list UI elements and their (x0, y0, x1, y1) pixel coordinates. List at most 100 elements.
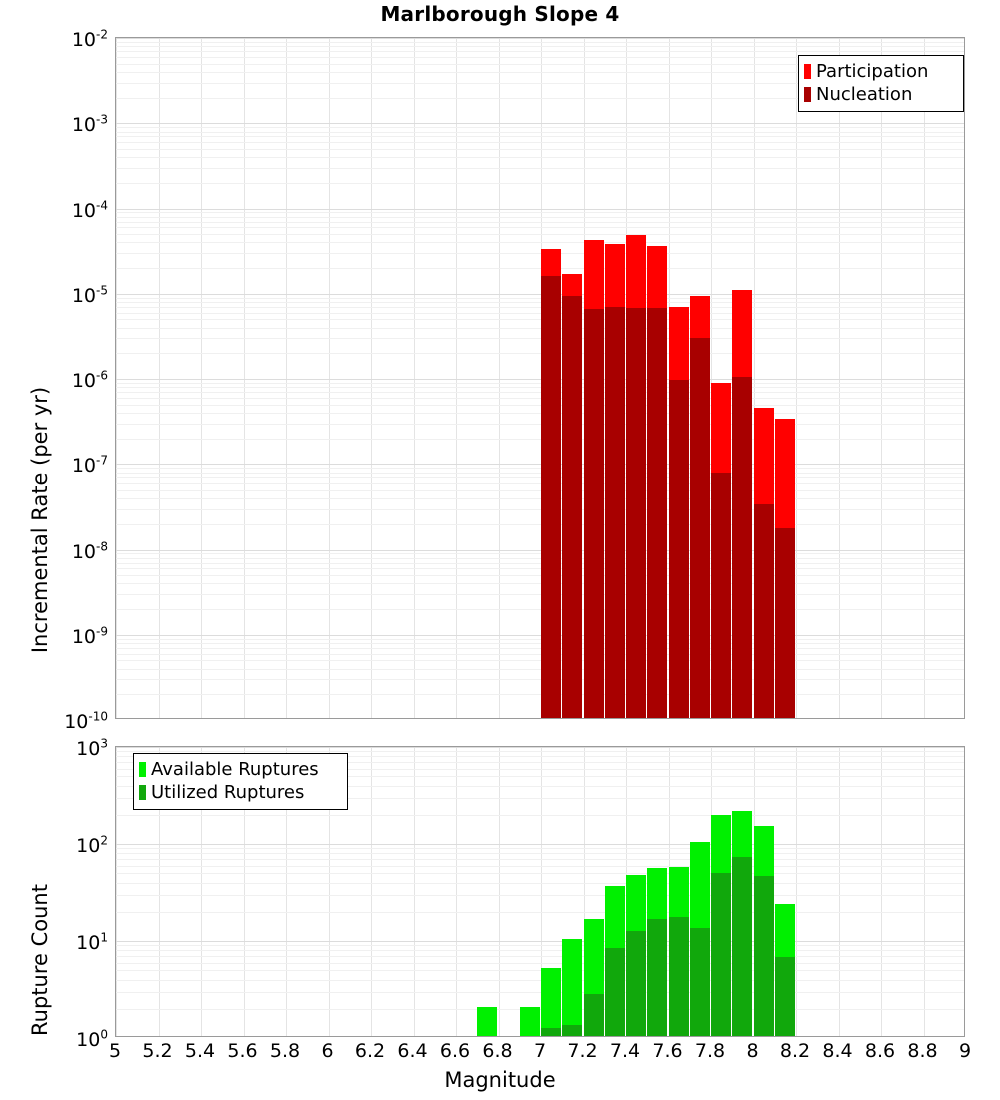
gridline-vertical (924, 38, 925, 718)
chart-title: Marlborough Slope 4 (0, 2, 1000, 26)
x-tick-label: 5.8 (270, 1040, 300, 1062)
legend-entry[interactable]: Available Ruptures (139, 758, 340, 781)
bar (477, 1007, 497, 1036)
bar (754, 826, 774, 1036)
x-tick-label: 6.2 (355, 1040, 385, 1062)
gridline-horizontal (116, 980, 964, 981)
bar (541, 968, 561, 1036)
bar-inner-segment (754, 876, 774, 1036)
gridline-horizontal (116, 222, 964, 223)
y-tick-label: 10-4 (0, 200, 116, 222)
gridline-vertical (499, 38, 500, 718)
x-tick-label: 6.8 (482, 1040, 512, 1062)
top-legend: Participation Nucleation (798, 55, 964, 112)
bar (562, 274, 582, 718)
gridline-vertical (286, 38, 287, 718)
legend-swatch-icon (804, 64, 811, 79)
x-tick-label: 8 (746, 1040, 758, 1062)
gridline-horizontal (116, 464, 964, 465)
gridline-horizontal (116, 669, 964, 670)
gridline-horizontal (116, 319, 964, 320)
gridline-horizontal (116, 992, 964, 993)
legend-entry[interactable]: Nucleation (804, 83, 956, 106)
legend-swatch-icon (804, 87, 811, 102)
gridline-horizontal (116, 583, 964, 584)
y-tick-label: 10-3 (0, 114, 116, 136)
x-tick-label: 8.6 (865, 1040, 895, 1062)
y-tick-label: 102 (0, 835, 116, 857)
gridline-horizontal (116, 859, 964, 860)
bar-inner-segment (647, 308, 667, 718)
bar (562, 939, 582, 1036)
legend-swatch-icon (139, 785, 146, 800)
gridline-horizontal (116, 477, 964, 478)
gridline-horizontal (116, 234, 964, 235)
gridline-horizontal (116, 149, 964, 150)
legend-entry[interactable]: Utilized Ruptures (139, 781, 340, 804)
legend-label: Participation (816, 63, 928, 81)
gridline-horizontal (116, 398, 964, 399)
gridline-horizontal (116, 575, 964, 576)
gridline-horizontal (116, 866, 964, 867)
gridline-horizontal (116, 639, 964, 640)
gridline-horizontal (116, 568, 964, 569)
bar (626, 235, 646, 718)
gridline-horizontal (116, 307, 964, 308)
gridline-horizontal (116, 970, 964, 971)
bar-inner-segment (605, 948, 625, 1036)
legend-swatch-icon (139, 762, 146, 777)
x-tick-label: 8.2 (780, 1040, 810, 1062)
gridline-horizontal (116, 132, 964, 133)
gridline-horizontal (116, 550, 964, 551)
bar-inner-segment (732, 377, 752, 718)
gridline-horizontal (116, 424, 964, 425)
gridline-horizontal (116, 383, 964, 384)
gridline-horizontal (116, 353, 964, 354)
gridline-horizontal (116, 945, 964, 946)
legend-entry[interactable]: Participation (804, 60, 956, 83)
gridline-horizontal (116, 848, 964, 849)
gridline-horizontal (116, 844, 964, 845)
gridline-horizontal (116, 643, 964, 644)
gridline-horizontal (116, 558, 964, 559)
bottom-y-axis-title: Rupture Count (28, 884, 52, 1036)
bar (775, 904, 795, 1036)
bar-inner-segment (732, 857, 752, 1036)
gridline-horizontal (116, 950, 964, 951)
y-tick-label: 100 (0, 1029, 116, 1051)
bar (732, 290, 752, 718)
gridline-horizontal (116, 217, 964, 218)
gridline-vertical (414, 38, 415, 718)
gridline-vertical (371, 38, 372, 718)
gridline-horizontal (116, 694, 964, 695)
x-tick-label: 6.6 (440, 1040, 470, 1062)
bar (669, 307, 689, 718)
bar-inner-segment (626, 308, 646, 718)
bar (584, 240, 604, 718)
gridline-horizontal (116, 413, 964, 414)
x-tick-label: 8.4 (822, 1040, 852, 1062)
bar-inner-segment (541, 1028, 561, 1036)
gridline-horizontal (116, 963, 964, 964)
bar (584, 919, 604, 1036)
gridline-horizontal (116, 883, 964, 884)
gridline-horizontal (116, 168, 964, 169)
gridline-horizontal (116, 439, 964, 440)
gridline-horizontal (116, 679, 964, 680)
gridline-horizontal (116, 524, 964, 525)
gridline-horizontal (116, 473, 964, 474)
gridline-horizontal (116, 747, 964, 748)
gridline-horizontal (116, 490, 964, 491)
y-tick-label: 101 (0, 932, 116, 954)
bar-inner-segment (754, 504, 774, 718)
gridline-horizontal (116, 136, 964, 137)
gridline-horizontal (116, 563, 964, 564)
gridline-horizontal (116, 302, 964, 303)
gridline-vertical (839, 38, 840, 718)
bar (690, 296, 710, 718)
gridline-horizontal (116, 553, 964, 554)
gridline-horizontal (116, 873, 964, 874)
bar-inner-segment (562, 296, 582, 718)
bar-inner-segment (605, 307, 625, 718)
gridline-horizontal (116, 648, 964, 649)
